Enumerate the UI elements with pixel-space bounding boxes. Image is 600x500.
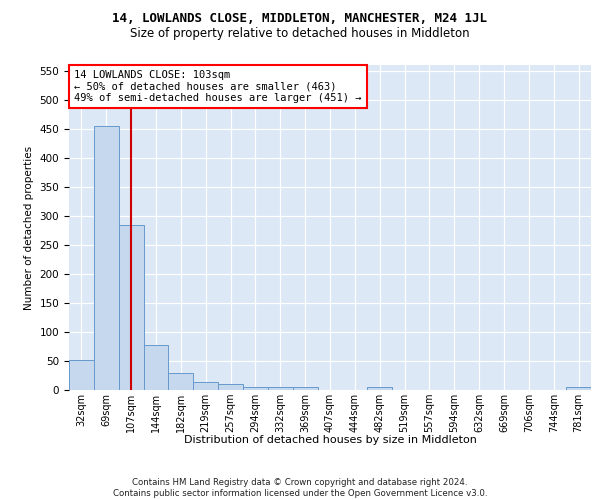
Bar <box>566 387 591 390</box>
X-axis label: Distribution of detached houses by size in Middleton: Distribution of detached houses by size … <box>184 435 476 445</box>
Bar <box>218 384 243 390</box>
Bar <box>143 344 169 390</box>
Text: Size of property relative to detached houses in Middleton: Size of property relative to detached ho… <box>130 28 470 40</box>
Bar <box>293 387 317 390</box>
Bar <box>243 387 268 390</box>
Y-axis label: Number of detached properties: Number of detached properties <box>24 146 34 310</box>
Text: 14, LOWLANDS CLOSE, MIDDLETON, MANCHESTER, M24 1JL: 14, LOWLANDS CLOSE, MIDDLETON, MANCHESTE… <box>113 12 487 26</box>
Bar <box>169 372 193 390</box>
Bar <box>69 360 94 390</box>
Bar <box>268 386 293 390</box>
Bar <box>367 387 392 390</box>
Text: Contains HM Land Registry data © Crown copyright and database right 2024.
Contai: Contains HM Land Registry data © Crown c… <box>113 478 487 498</box>
Bar <box>119 224 143 390</box>
Text: 14 LOWLANDS CLOSE: 103sqm
← 50% of detached houses are smaller (463)
49% of semi: 14 LOWLANDS CLOSE: 103sqm ← 50% of detac… <box>74 70 362 103</box>
Bar <box>94 126 119 390</box>
Bar <box>193 382 218 390</box>
